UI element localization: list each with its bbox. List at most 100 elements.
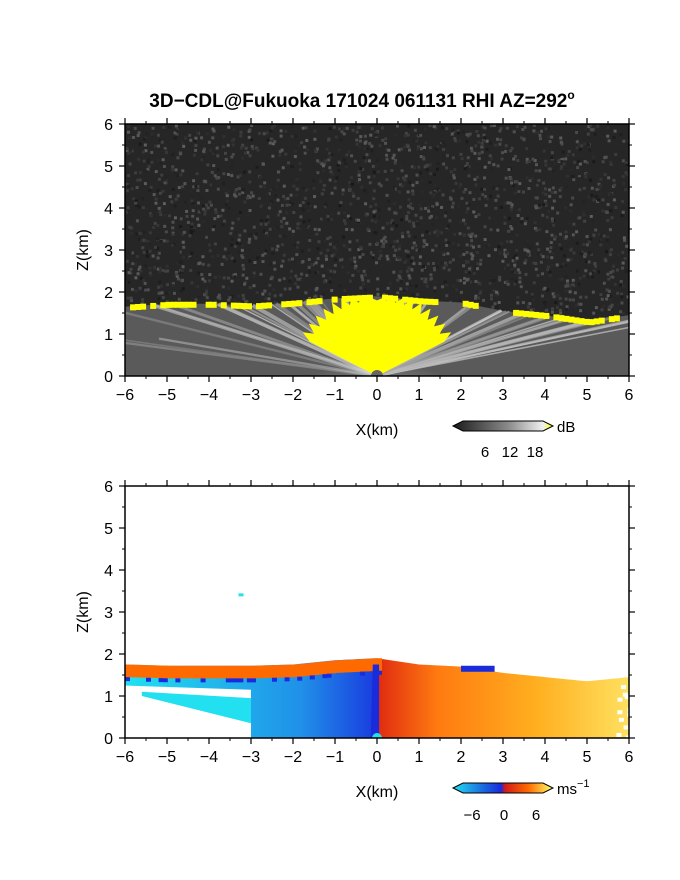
y-tick-label: 5 (104, 521, 113, 538)
reflectivity-colorbar-tick: 6 (481, 444, 489, 461)
y-tick-label: 1 (104, 689, 113, 706)
isolated-echo (238, 593, 244, 597)
layer-top-highlight (331, 296, 338, 303)
x-tick-label: 5 (583, 749, 592, 766)
layer-top-highlight (130, 304, 137, 311)
layer-top-highlight (296, 300, 303, 307)
y-tick-label: 4 (104, 563, 113, 580)
layer-top-highlight (256, 303, 263, 310)
y-tick-label: 0 (104, 731, 113, 748)
reflectivity-field (125, 124, 629, 376)
layer-top-highlight (402, 296, 409, 303)
layer-top-highlight (387, 295, 394, 302)
reflectivity-colorbar-tick: 18 (527, 444, 544, 461)
layer-top-highlight (210, 301, 217, 308)
y-tick-label: 3 (104, 243, 113, 260)
x-tick-label: −4 (200, 387, 218, 404)
layer-top-highlight (538, 312, 545, 319)
velocity-field (125, 486, 629, 738)
figure-title: 3D−CDL@Fukuoka 171024 061131 RHI AZ=292o (149, 88, 574, 112)
layer-top-highlight (422, 298, 429, 305)
layer-top-highlight (240, 303, 247, 310)
velocity-colorbar-unit: ms−1 (557, 778, 590, 798)
y-tick-label: 2 (104, 647, 113, 664)
layer-top-highlight (351, 295, 358, 302)
velocity-y-label: Z(km) (75, 591, 92, 633)
x-tick-label: 3 (499, 387, 508, 404)
layer-top-highlight (230, 302, 237, 309)
velocity-x-label: X(km) (356, 784, 399, 801)
layer-top-highlight (613, 315, 620, 322)
layer-top-highlight (291, 300, 298, 307)
x-tick-label: −1 (326, 749, 344, 766)
upper-negative-patch (461, 665, 495, 672)
layer-top-highlight (467, 301, 474, 308)
x-tick-label: −5 (158, 749, 176, 766)
layer-top-highlight (175, 301, 182, 308)
velocity-colorbar-unit-exponent: −1 (577, 778, 590, 790)
layer-top-highlight (432, 299, 439, 306)
reflectivity-colorbar-body (451, 420, 555, 432)
layer-top-highlight (341, 295, 348, 302)
layer-top-highlight (417, 298, 424, 305)
x-tick-label: 3 (499, 749, 508, 766)
x-tick-label: 1 (415, 749, 424, 766)
x-tick-label: −6 (116, 749, 134, 766)
velocity-colorbar: ms−1 −6 0 6 (451, 778, 590, 824)
layer-top-highlight (311, 298, 318, 305)
layer-top-highlight (366, 294, 373, 301)
x-tick-label: −3 (242, 749, 260, 766)
layer-top-highlight (588, 319, 595, 326)
layer-top-highlight (316, 298, 323, 305)
layer-top-highlight (407, 297, 414, 304)
reflectivity-y-label: Z(km) (75, 229, 92, 271)
x-tick-label: 0 (373, 387, 382, 404)
radar-site-marker (372, 733, 382, 738)
layer-top-highlight (608, 316, 615, 323)
reflectivity-colorbar-tick: 12 (502, 444, 519, 461)
layer-top-highlight (286, 300, 293, 307)
layer-top-highlight (573, 317, 580, 324)
zero-crossing-edge (370, 664, 380, 738)
layer-top-highlight (170, 301, 177, 308)
reflectivity-colorbar-unit: dB (557, 419, 575, 436)
layer-top-highlight (160, 302, 167, 309)
layer-top-highlight (165, 301, 172, 308)
layer-top-highlight (190, 301, 197, 308)
velocity-colorbar-tick: 6 (532, 807, 540, 824)
layer-top-highlight (220, 302, 227, 309)
x-tick-label: 4 (541, 387, 550, 404)
layer-top-highlight (346, 295, 353, 302)
layer-top-highlight (266, 302, 273, 309)
weak-negative-streak (141, 691, 251, 724)
layer-top-highlight (543, 312, 550, 319)
layer-top-highlight (306, 299, 313, 306)
x-tick-label: −1 (326, 387, 344, 404)
layer-top-highlight (528, 311, 535, 318)
y-tick-label: 2 (104, 285, 113, 302)
reflectivity-x-label: X(km) (356, 422, 399, 439)
x-tick-label: −2 (284, 749, 302, 766)
velocity-colorbar-tick: 0 (500, 807, 508, 824)
x-tick-label: −5 (158, 387, 176, 404)
x-tick-label: 6 (625, 387, 634, 404)
y-tick-label: 0 (104, 369, 113, 386)
velocity-colorbar-body (451, 782, 555, 794)
velocity-axes: −6 −5 −4 −3 −2 −1 0 1 2 3 4 5 6 0 1 2 3 4 5 6 (104, 479, 635, 766)
x-tick-label: 2 (457, 749, 466, 766)
y-tick-label: 1 (104, 327, 113, 344)
degree-sign: o (567, 88, 574, 102)
layer-top-highlight (235, 302, 242, 309)
layer-top-highlight (150, 302, 157, 309)
y-tick-label: 6 (104, 117, 113, 134)
layer-top-highlight (553, 314, 560, 321)
x-tick-label: 2 (457, 387, 466, 404)
reflectivity-colorbar: dB 6 12 18 (451, 419, 575, 461)
layer-top-highlight (261, 302, 268, 309)
x-tick-label: −3 (242, 387, 260, 404)
y-tick-label: 6 (104, 479, 113, 496)
layer-top-highlight (472, 302, 479, 309)
layer-top-highlight (361, 294, 368, 301)
